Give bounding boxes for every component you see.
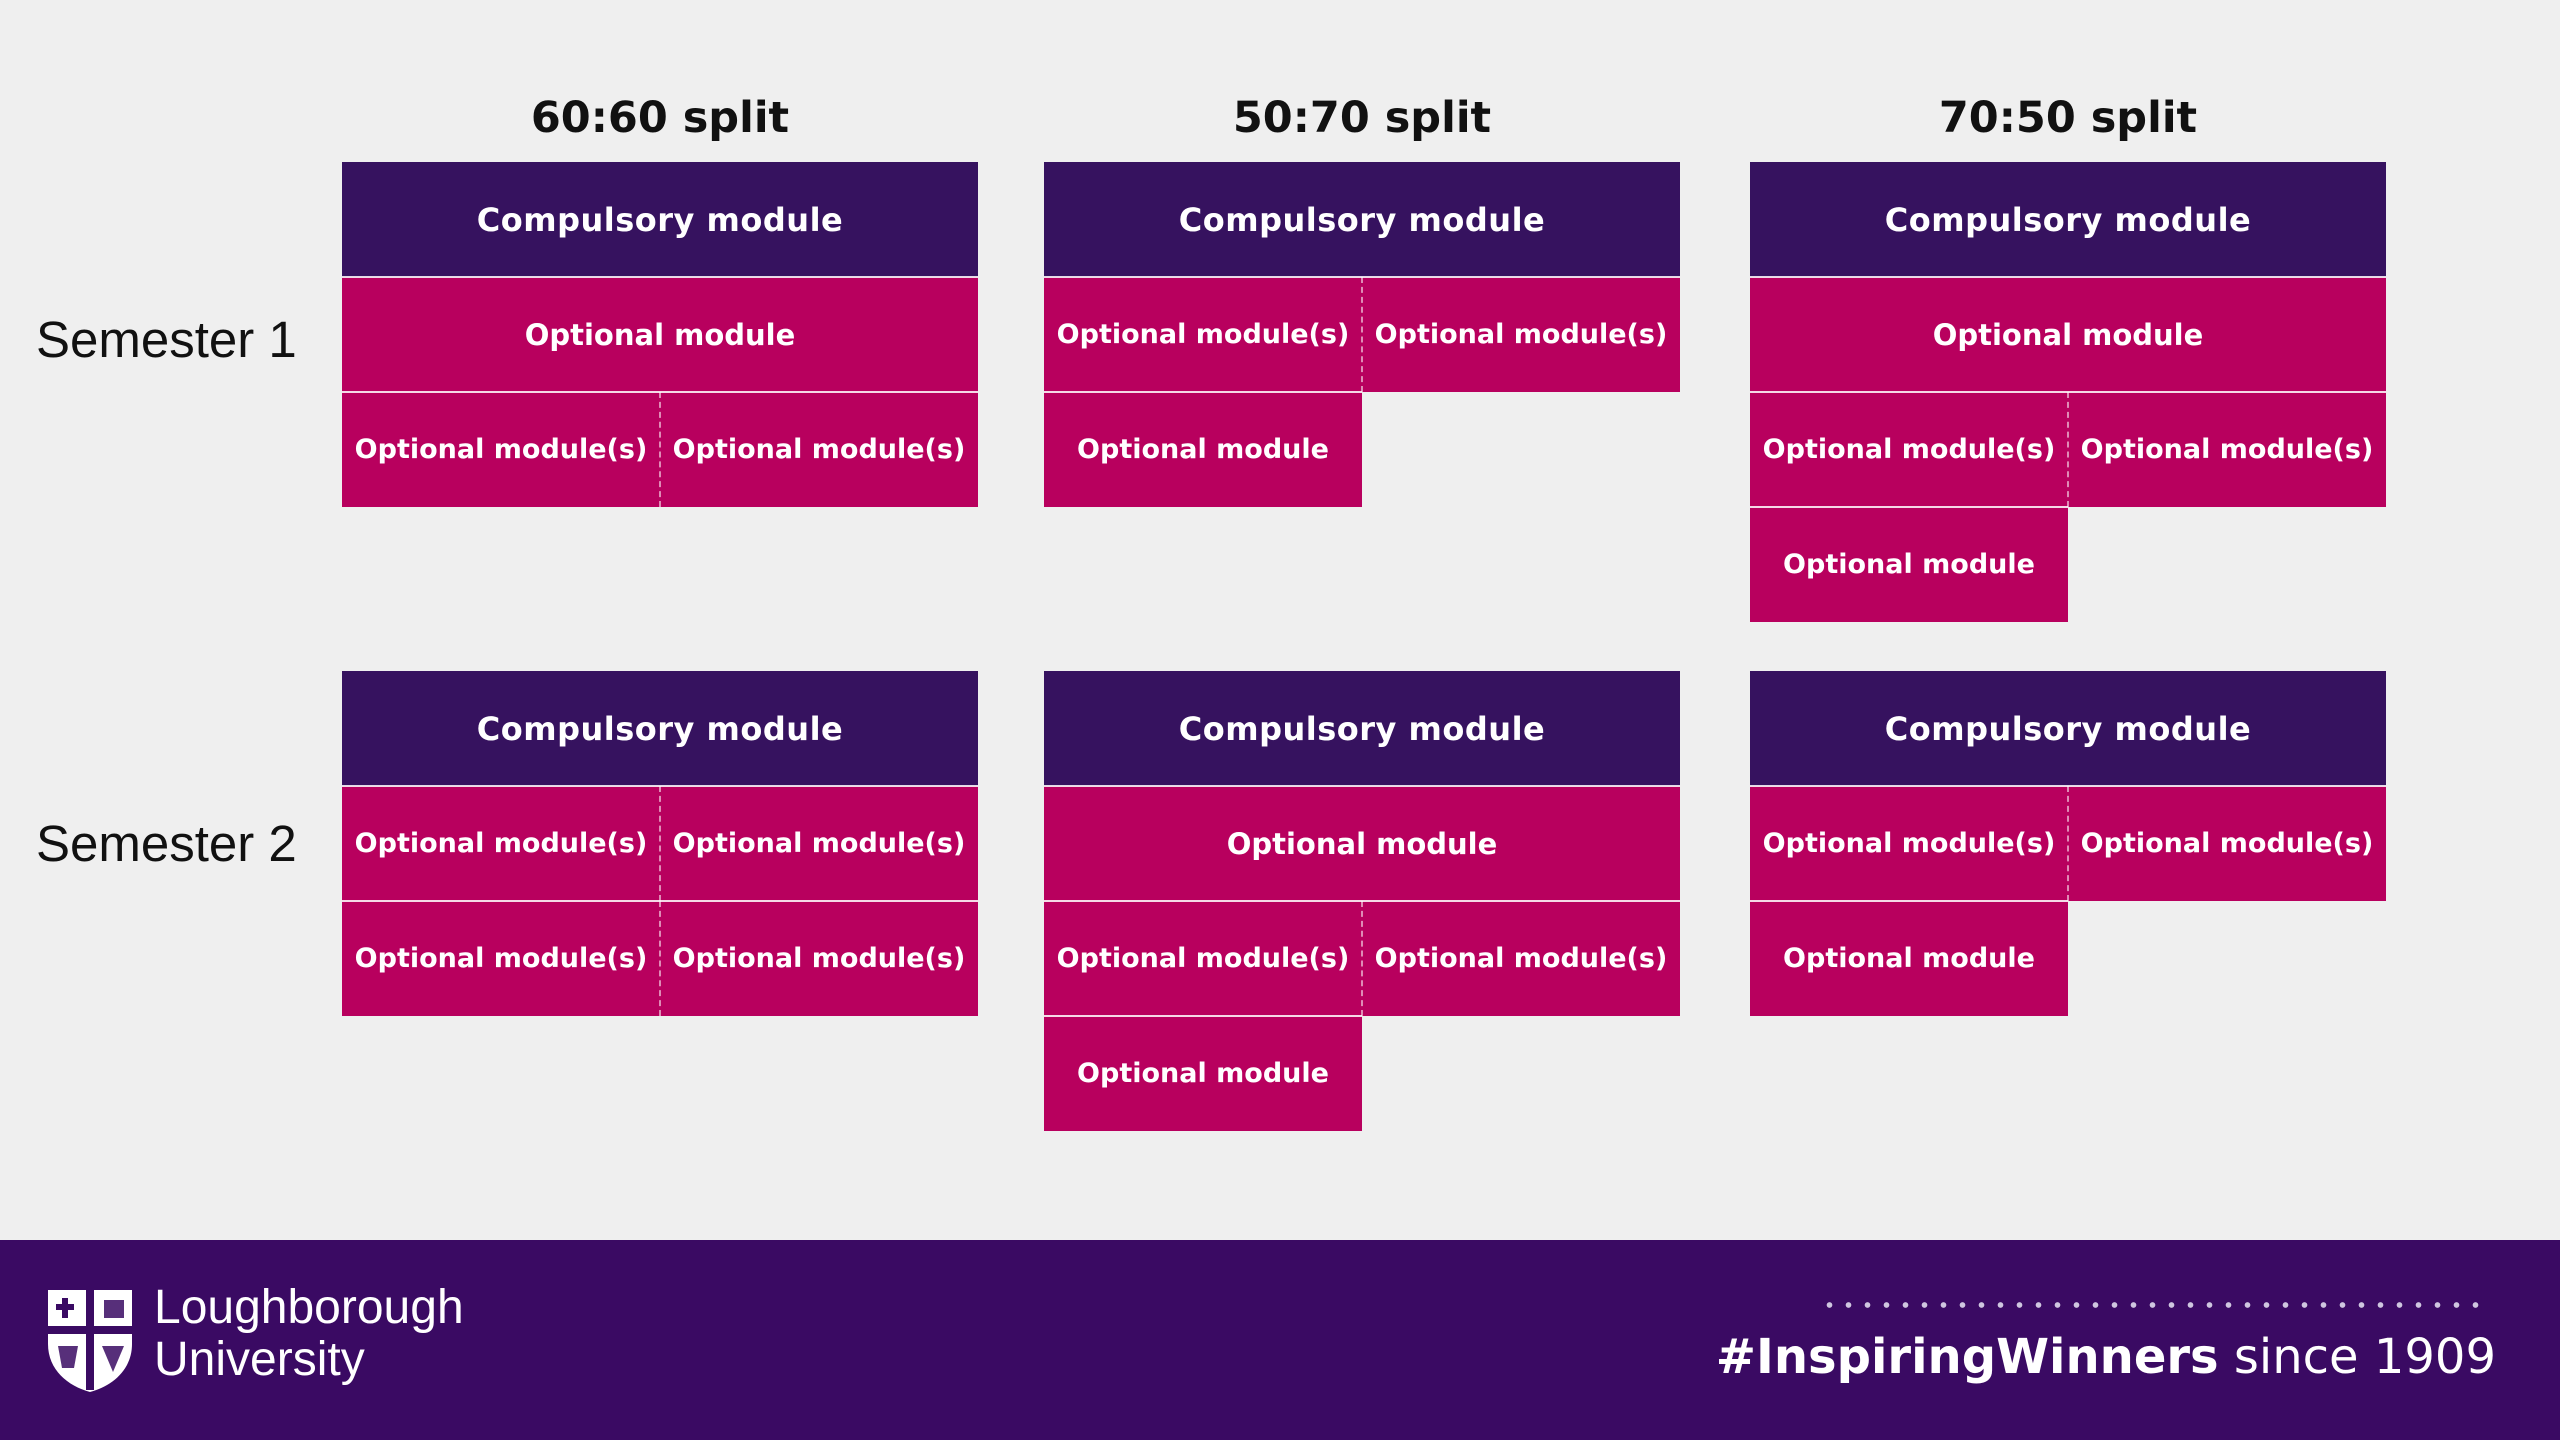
compulsory-module: Compulsory module [1044, 162, 1680, 277]
row-separator [1750, 900, 2068, 902]
dotted-rule [1820, 1300, 2490, 1310]
compulsory-module: Compulsory module [342, 671, 978, 786]
optional-modules-cell: Optional module(s) [1362, 277, 1680, 392]
row-separator [1750, 276, 2386, 278]
optional-modules-cell: Optional module(s) [342, 392, 660, 507]
cell-divider [1361, 277, 1363, 392]
optional-module: Optional module [342, 277, 978, 392]
row-separator [1750, 391, 2386, 393]
optional-modules-cell: Optional module(s) [660, 392, 978, 507]
row-separator [1044, 900, 1680, 902]
semester-2-label: Semester 2 [36, 815, 297, 872]
module-grid: Compulsory module Optional module Optional… [342, 162, 2386, 1131]
split-title-50-70: 50:70 split [1232, 93, 1492, 143]
optional-modules-cell: Optional module(s) [342, 901, 660, 1016]
row-separator [1750, 785, 2386, 787]
optional-modules-cell: Optional module [1044, 392, 1362, 507]
row-separator [342, 276, 978, 278]
row-separator [1044, 276, 1680, 278]
optional-modules-cell: Optional module(s) [1044, 277, 1362, 392]
semester-1-label: Semester 1 [36, 311, 297, 368]
optional-modules-cell: Optional module(s) [1362, 901, 1680, 1016]
cell-divider [2067, 786, 2069, 901]
split-title-70-50: 70:50 split [1938, 93, 2198, 143]
split-title-60-60: 60:60 split [530, 93, 790, 143]
compulsory-module: Compulsory module [342, 162, 978, 277]
optional-modules-cell: Optional module [1750, 901, 2068, 1016]
optional-modules-cell: Optional module [1044, 1016, 1362, 1131]
row-separator [342, 900, 978, 902]
hashtag: #InspiringWinners [1715, 1329, 2219, 1385]
compulsory-module: Compulsory module [1750, 162, 2386, 277]
row-separator [342, 391, 978, 393]
compulsory-module: Compulsory module [1044, 671, 1680, 786]
cell-divider [1361, 901, 1363, 1016]
optional-module: Optional module [1044, 786, 1680, 901]
row-separator [342, 785, 978, 787]
optional-modules-cell: Optional module(s) [2068, 392, 2386, 507]
university-shield-icon [44, 1286, 136, 1396]
optional-modules-cell: Optional module(s) [1044, 901, 1362, 1016]
optional-modules-cell: Optional module(s) [1750, 392, 2068, 507]
row-separator [1044, 785, 1680, 787]
university-wordmark: Loughborough University [154, 1282, 464, 1386]
optional-modules-cell: Optional module(s) [342, 786, 660, 901]
wordmark-line-1: Loughborough [154, 1281, 464, 1334]
optional-modules-cell: Optional module(s) [1750, 786, 2068, 901]
cell-divider [659, 392, 661, 507]
optional-modules-cell: Optional module(s) [2068, 786, 2386, 901]
tagline: #InspiringWinners since 1909 [1716, 1326, 2496, 1388]
row-separator [1044, 1015, 1362, 1017]
optional-modules-cell: Optional module [1750, 507, 2068, 622]
footer-bar: Loughborough University #InspiringWinner… [0, 1240, 2560, 1440]
compulsory-module: Compulsory module [1750, 671, 2386, 786]
wordmark-line-2: University [154, 1333, 365, 1386]
optional-modules-cell: Optional module(s) [660, 786, 978, 901]
row-separator [1044, 391, 1362, 393]
cell-divider [2067, 392, 2069, 507]
since-text: since 1909 [2233, 1329, 2496, 1385]
optional-modules-cell: Optional module(s) [660, 901, 978, 1016]
optional-module: Optional module [1750, 277, 2386, 392]
cell-divider [659, 901, 661, 1016]
cell-divider [659, 786, 661, 901]
row-separator [1750, 506, 2068, 508]
